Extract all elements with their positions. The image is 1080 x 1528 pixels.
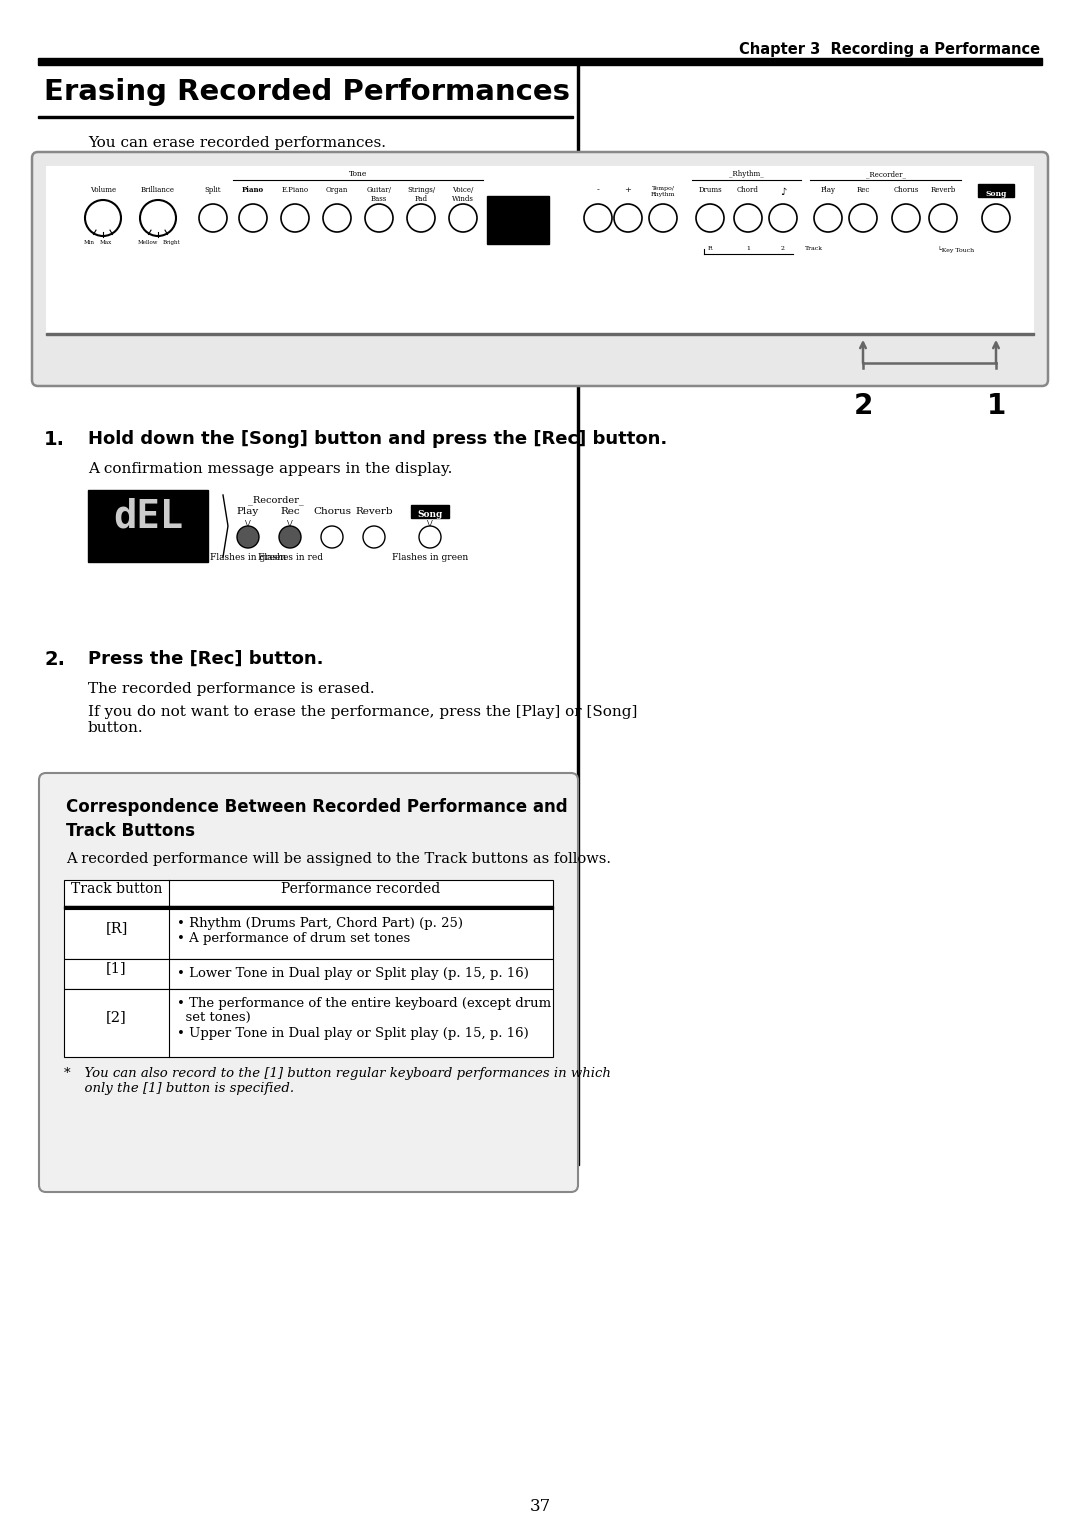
Bar bbox=[978, 183, 1014, 197]
Text: [R]: [R] bbox=[106, 921, 127, 935]
Text: 2.: 2. bbox=[44, 649, 65, 669]
Circle shape bbox=[363, 526, 384, 549]
Text: Voice/
Winds: Voice/ Winds bbox=[453, 186, 474, 203]
Text: R: R bbox=[707, 246, 713, 251]
Text: Drums: Drums bbox=[698, 186, 721, 194]
Bar bbox=[64, 906, 553, 909]
Text: Rec: Rec bbox=[280, 507, 300, 516]
Text: Min: Min bbox=[83, 240, 95, 244]
Text: ♪: ♪ bbox=[780, 188, 786, 197]
Bar bbox=[64, 909, 553, 960]
Circle shape bbox=[365, 205, 393, 232]
Text: Bright: Bright bbox=[163, 240, 180, 244]
Bar bbox=[38, 116, 573, 118]
Text: Reverb: Reverb bbox=[930, 186, 956, 194]
Bar bbox=[87, 490, 208, 562]
Text: Rec: Rec bbox=[856, 186, 869, 194]
Text: 2: 2 bbox=[853, 393, 873, 420]
Text: The recorded performance is erased.: The recorded performance is erased. bbox=[87, 681, 375, 695]
Circle shape bbox=[649, 205, 677, 232]
Text: dEL: dEL bbox=[113, 497, 184, 535]
Text: Chorus: Chorus bbox=[893, 186, 919, 194]
Text: -: - bbox=[596, 186, 599, 194]
Circle shape bbox=[237, 526, 259, 549]
Text: _Recorder_: _Recorder_ bbox=[865, 170, 905, 177]
FancyBboxPatch shape bbox=[39, 773, 578, 1192]
Circle shape bbox=[279, 526, 301, 549]
Text: Hold down the [Song] button and press the [Rec] button.: Hold down the [Song] button and press th… bbox=[87, 429, 667, 448]
Text: *: * bbox=[64, 1067, 70, 1080]
Text: _Rhythm_: _Rhythm_ bbox=[729, 170, 764, 177]
Bar bbox=[64, 989, 553, 1057]
Circle shape bbox=[929, 205, 957, 232]
Text: If you do not want to erase the performance, press the [Play] or [Song]
button.: If you do not want to erase the performa… bbox=[87, 704, 637, 735]
Text: • Rhythm (Drums Part, Chord Part) (p. 25)
• A performance of drum set tones: • Rhythm (Drums Part, Chord Part) (p. 25… bbox=[177, 917, 463, 944]
Text: Strings/
Pad: Strings/ Pad bbox=[407, 186, 435, 203]
Text: Tone: Tone bbox=[349, 170, 367, 177]
Circle shape bbox=[982, 205, 1010, 232]
Text: You can erase recorded performances.: You can erase recorded performances. bbox=[87, 136, 386, 150]
Text: Correspondence Between Recorded Performance and: Correspondence Between Recorded Performa… bbox=[66, 798, 568, 816]
Text: Piano: Piano bbox=[242, 186, 265, 194]
Text: Play: Play bbox=[237, 507, 259, 516]
Text: Track button: Track button bbox=[71, 882, 162, 895]
Bar bbox=[487, 196, 549, 244]
Circle shape bbox=[849, 205, 877, 232]
Text: Chorus: Chorus bbox=[313, 507, 351, 516]
Text: You can also record to the [1] button regular keyboard performances in which
  o: You can also record to the [1] button re… bbox=[76, 1067, 611, 1096]
Bar bbox=[577, 66, 579, 1164]
Text: Max: Max bbox=[99, 240, 112, 244]
Bar bbox=[64, 960, 553, 989]
Text: +: + bbox=[624, 186, 632, 194]
Text: \/: \/ bbox=[287, 520, 293, 527]
Text: Play: Play bbox=[821, 186, 836, 194]
Text: Split: Split bbox=[205, 186, 221, 194]
Circle shape bbox=[769, 205, 797, 232]
Circle shape bbox=[199, 205, 227, 232]
Bar bbox=[64, 880, 553, 906]
Bar bbox=[46, 167, 1034, 333]
Text: Track Buttons: Track Buttons bbox=[66, 822, 195, 840]
Circle shape bbox=[696, 205, 724, 232]
Text: E.Piano: E.Piano bbox=[282, 186, 309, 194]
Circle shape bbox=[407, 205, 435, 232]
Circle shape bbox=[85, 200, 121, 235]
Text: \/: \/ bbox=[245, 520, 251, 527]
Text: Volume: Volume bbox=[90, 186, 116, 194]
Circle shape bbox=[281, 205, 309, 232]
Circle shape bbox=[239, 205, 267, 232]
Circle shape bbox=[449, 205, 477, 232]
Text: Flashes in red: Flashes in red bbox=[257, 553, 323, 562]
Text: [2]: [2] bbox=[106, 1010, 126, 1024]
Text: 2: 2 bbox=[781, 246, 785, 251]
Circle shape bbox=[419, 526, 441, 549]
Text: A confirmation message appears in the display.: A confirmation message appears in the di… bbox=[87, 461, 453, 477]
FancyBboxPatch shape bbox=[32, 151, 1048, 387]
Text: Chord: Chord bbox=[737, 186, 759, 194]
Circle shape bbox=[140, 200, 176, 235]
Text: A recorded performance will be assigned to the Track buttons as follows.: A recorded performance will be assigned … bbox=[66, 853, 611, 866]
Text: Tempo/
Rhythm: Tempo/ Rhythm bbox=[651, 186, 675, 197]
Text: 1.: 1. bbox=[44, 429, 65, 449]
Text: Track: Track bbox=[805, 246, 823, 251]
Circle shape bbox=[615, 205, 642, 232]
Text: [1]: [1] bbox=[106, 961, 126, 975]
Text: Chapter 3  Recording a Performance: Chapter 3 Recording a Performance bbox=[739, 41, 1040, 57]
Circle shape bbox=[734, 205, 762, 232]
Circle shape bbox=[321, 526, 343, 549]
Bar bbox=[411, 504, 449, 518]
Text: 37: 37 bbox=[529, 1497, 551, 1514]
Text: Erasing Recorded Performances: Erasing Recorded Performances bbox=[44, 78, 570, 105]
Text: Brilliance: Brilliance bbox=[141, 186, 175, 194]
Text: Reverb: Reverb bbox=[355, 507, 393, 516]
Text: Song: Song bbox=[417, 510, 443, 520]
Text: └Key Touch: └Key Touch bbox=[939, 246, 974, 254]
Bar bbox=[38, 58, 1042, 66]
Circle shape bbox=[323, 205, 351, 232]
Text: Press the [Rec] button.: Press the [Rec] button. bbox=[87, 649, 324, 668]
Text: Performance recorded: Performance recorded bbox=[282, 882, 441, 895]
Text: Flashes in green: Flashes in green bbox=[392, 553, 468, 562]
Text: Mellow: Mellow bbox=[138, 240, 159, 244]
Text: 1: 1 bbox=[746, 246, 750, 251]
Circle shape bbox=[892, 205, 920, 232]
